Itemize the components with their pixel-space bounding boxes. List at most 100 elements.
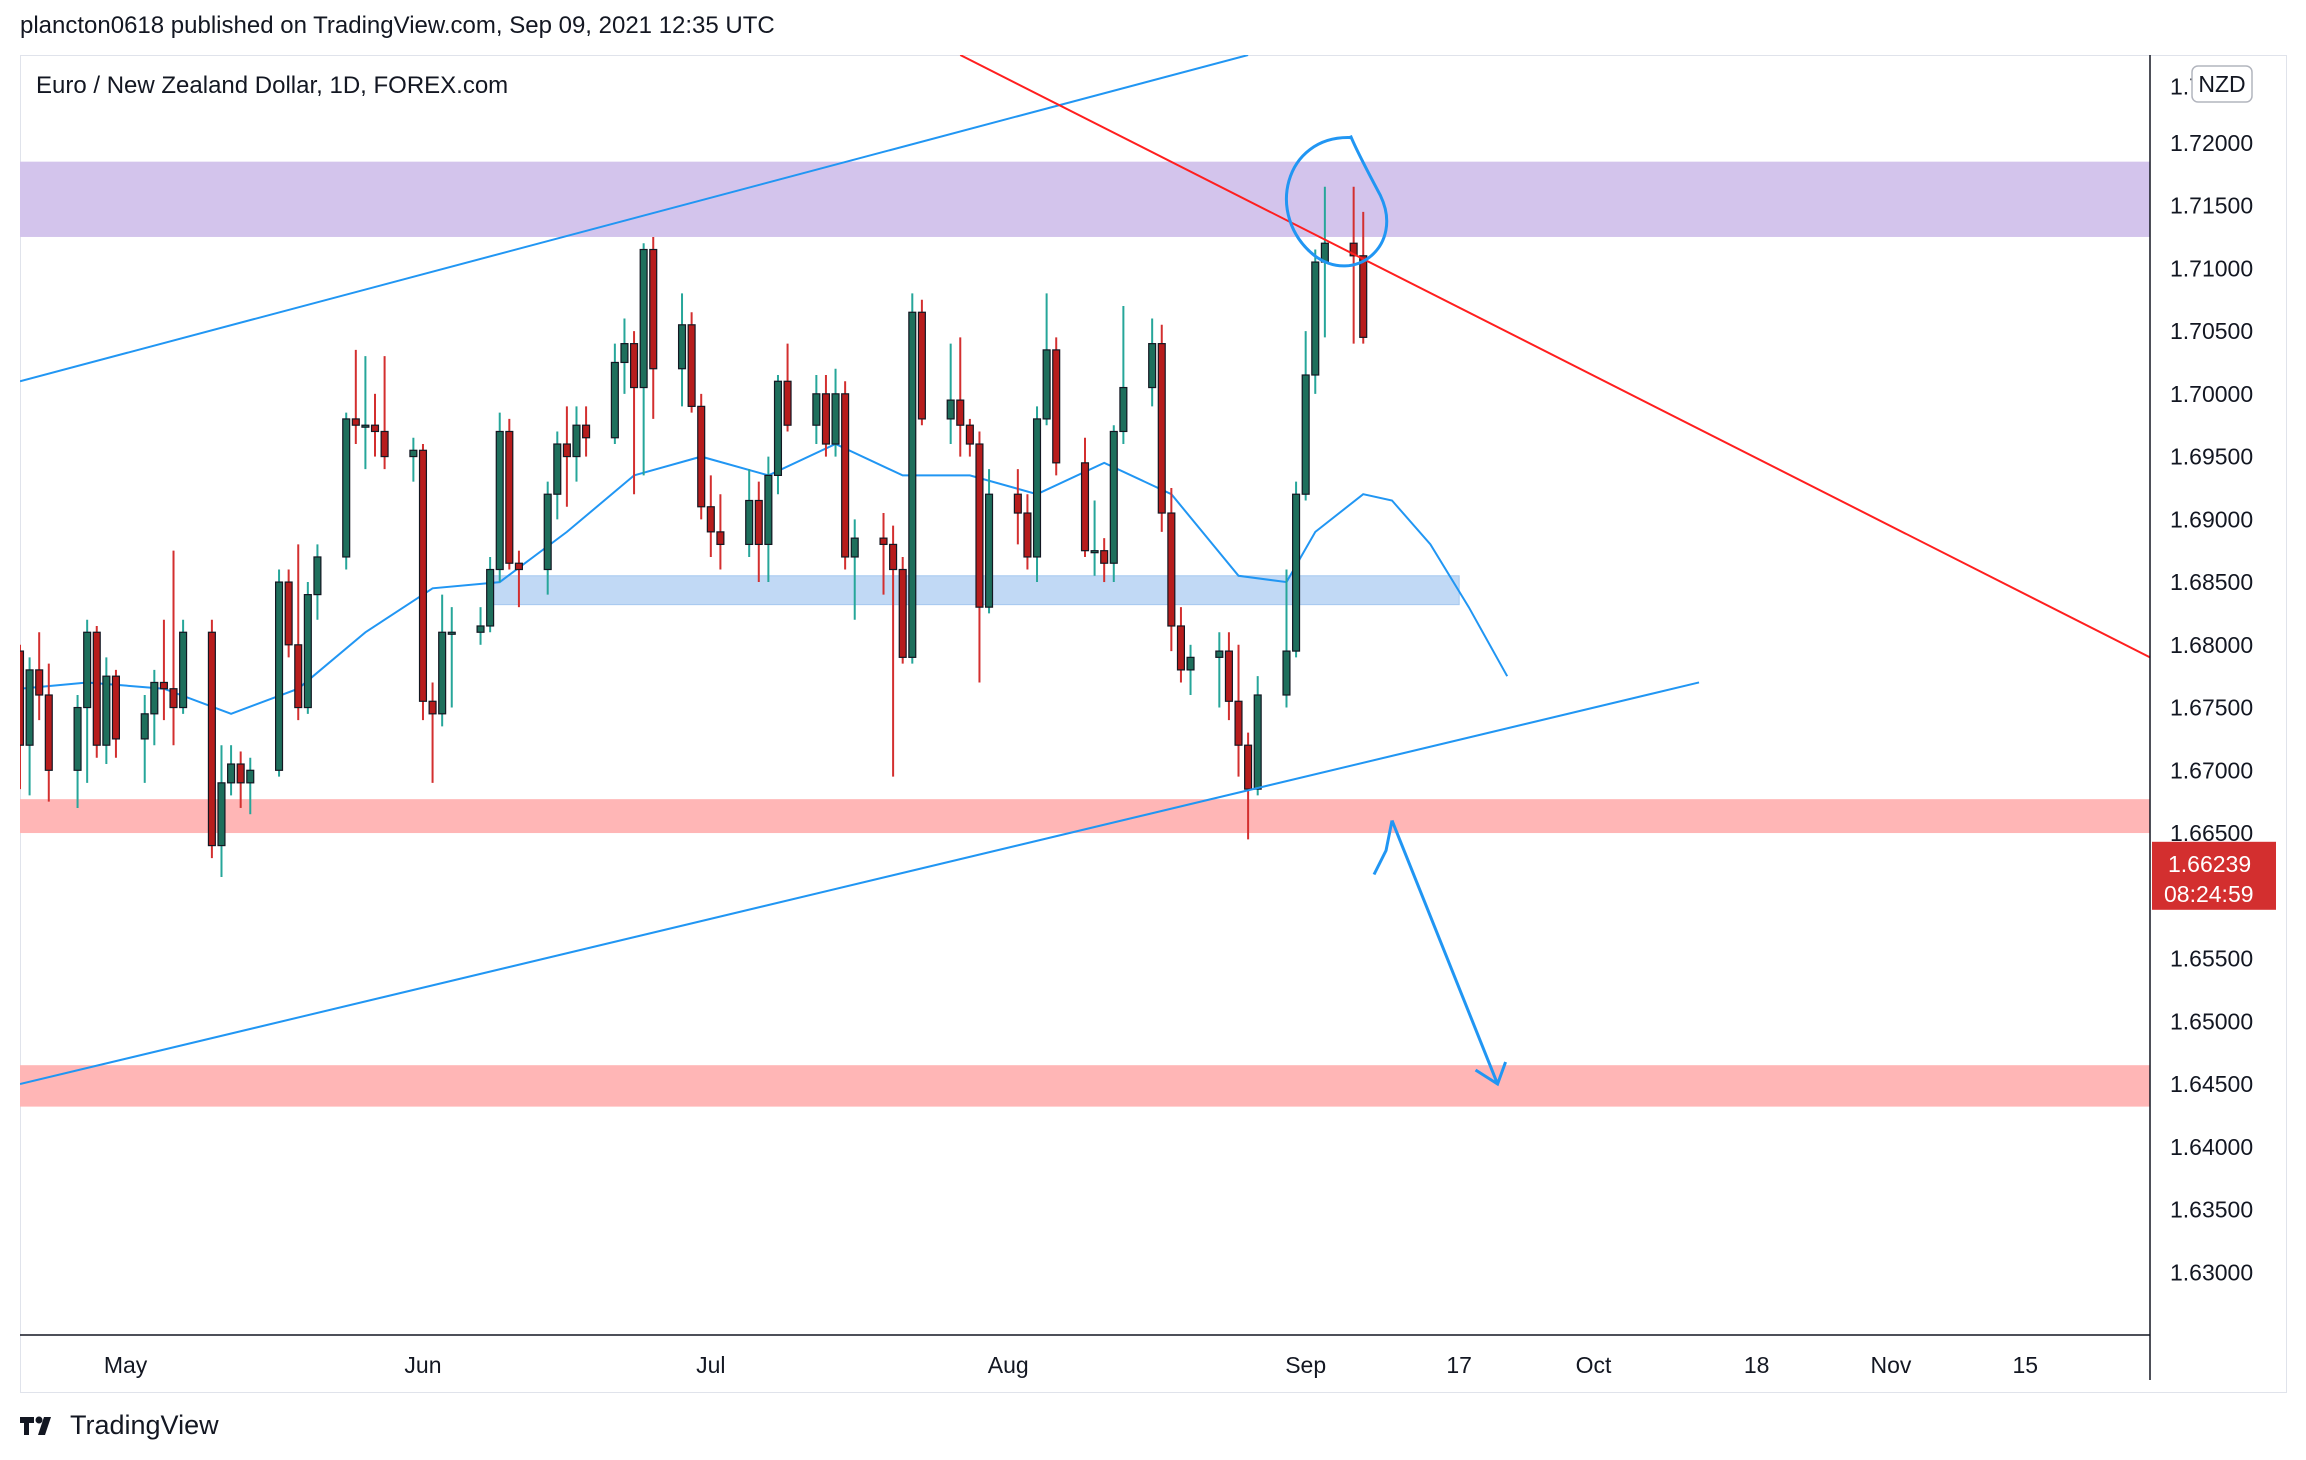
candle[interactable] xyxy=(1244,732,1253,840)
candle[interactable] xyxy=(610,343,619,445)
candle[interactable] xyxy=(1080,437,1090,557)
candle[interactable] xyxy=(92,625,101,758)
candle[interactable] xyxy=(35,632,44,721)
candle[interactable] xyxy=(745,469,754,557)
candle[interactable] xyxy=(677,293,687,407)
candle[interactable] xyxy=(764,456,773,583)
support-zone-upper[interactable] xyxy=(20,799,2150,834)
candle[interactable] xyxy=(572,406,581,482)
candle[interactable] xyxy=(44,663,53,802)
candle[interactable] xyxy=(1253,676,1262,796)
candle[interactable] xyxy=(1032,406,1042,583)
candle[interactable] xyxy=(428,682,437,783)
candle[interactable] xyxy=(841,381,850,570)
last-price-tag[interactable]: 1.66239 08:24:59 xyxy=(2152,841,2276,910)
candle[interactable] xyxy=(447,607,456,708)
candle[interactable] xyxy=(754,481,763,583)
candle[interactable] xyxy=(514,550,523,608)
candle[interactable] xyxy=(227,745,236,796)
highlight-circle[interactable] xyxy=(1285,135,1389,268)
candle[interactable] xyxy=(303,582,312,714)
candle[interactable] xyxy=(1100,538,1109,583)
candle[interactable] xyxy=(495,412,504,583)
candle[interactable] xyxy=(1186,644,1195,695)
candle[interactable] xyxy=(908,293,917,664)
candle[interactable] xyxy=(620,318,629,394)
candle[interactable] xyxy=(1013,469,1022,545)
candle[interactable] xyxy=(649,236,658,419)
candle[interactable] xyxy=(898,556,907,664)
candle[interactable] xyxy=(879,513,888,595)
candle[interactable] xyxy=(418,444,428,721)
candle[interactable] xyxy=(582,406,591,457)
candle[interactable] xyxy=(1090,500,1099,576)
candle[interactable] xyxy=(543,481,552,595)
candle[interactable] xyxy=(1292,481,1301,658)
candle[interactable] xyxy=(17,644,25,790)
candle[interactable] xyxy=(889,525,898,777)
candle[interactable] xyxy=(1311,249,1320,394)
support-zone-lower[interactable] xyxy=(20,1065,2150,1107)
candle[interactable] xyxy=(370,393,380,457)
candle[interactable] xyxy=(83,619,92,783)
channel-upper-line[interactable] xyxy=(20,55,1249,383)
candle[interactable] xyxy=(697,393,706,520)
candle[interactable] xyxy=(821,375,830,457)
candle[interactable] xyxy=(831,368,840,457)
candle[interactable] xyxy=(342,412,351,570)
candle[interactable] xyxy=(150,669,159,746)
candle[interactable] xyxy=(553,431,562,520)
candle[interactable] xyxy=(706,475,715,557)
candle[interactable] xyxy=(505,418,514,570)
candle[interactable] xyxy=(351,349,360,445)
candle[interactable] xyxy=(476,607,485,645)
candle[interactable] xyxy=(1148,318,1157,407)
candle[interactable] xyxy=(207,619,216,859)
channel-lower-line[interactable] xyxy=(20,681,1700,1085)
candle[interactable] xyxy=(639,243,648,476)
candle[interactable] xyxy=(246,757,255,815)
candle[interactable] xyxy=(275,569,284,777)
plot-area[interactable] xyxy=(17,55,2150,1107)
candle[interactable] xyxy=(917,299,926,426)
candle[interactable] xyxy=(1359,211,1368,344)
candle[interactable] xyxy=(687,312,696,413)
candle[interactable] xyxy=(438,594,447,727)
candle[interactable] xyxy=(236,751,245,808)
descending-resistance-line[interactable] xyxy=(959,55,2150,659)
projection-arrow-line[interactable] xyxy=(1390,819,1499,1085)
candle[interactable] xyxy=(217,745,226,877)
candle[interactable] xyxy=(1176,607,1186,683)
candle[interactable] xyxy=(984,469,994,614)
candle[interactable] xyxy=(1052,337,1061,476)
candle[interactable] xyxy=(25,657,34,796)
candle[interactable] xyxy=(946,343,955,445)
candle[interactable] xyxy=(812,375,821,445)
candle[interactable] xyxy=(179,619,188,714)
candle[interactable] xyxy=(486,556,495,633)
candle[interactable] xyxy=(313,544,322,620)
candle[interactable] xyxy=(716,494,725,570)
candle[interactable] xyxy=(409,437,418,482)
candle[interactable] xyxy=(169,550,178,746)
candle[interactable] xyxy=(629,331,639,495)
candle[interactable] xyxy=(1215,632,1224,708)
currency-badge[interactable]: NZD xyxy=(2191,65,2253,103)
candle[interactable] xyxy=(773,375,783,495)
candle[interactable] xyxy=(361,356,370,470)
candle[interactable] xyxy=(284,569,293,658)
candle[interactable] xyxy=(956,337,965,457)
candle[interactable] xyxy=(1301,331,1310,501)
candle[interactable] xyxy=(1109,425,1118,583)
resistance-zone[interactable] xyxy=(20,161,2150,237)
candle[interactable] xyxy=(1023,494,1032,570)
candle[interactable] xyxy=(102,657,111,765)
candle[interactable] xyxy=(1167,487,1176,652)
candle[interactable] xyxy=(294,544,303,721)
candle[interactable] xyxy=(783,343,792,432)
candle[interactable] xyxy=(380,356,389,470)
demand-zone-blue[interactable] xyxy=(489,575,1460,606)
candle[interactable] xyxy=(1234,644,1243,777)
candle[interactable] xyxy=(975,431,984,683)
